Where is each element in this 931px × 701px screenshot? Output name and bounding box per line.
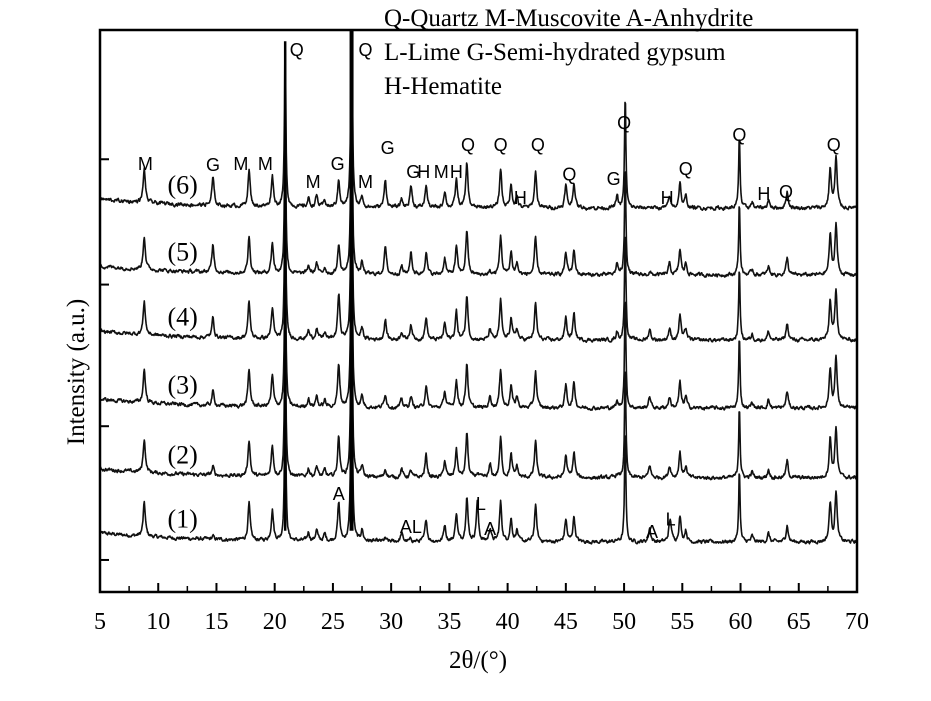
phase-annotation: L (476, 494, 486, 514)
series-label: (5) (168, 237, 198, 266)
x-tick-label: 70 (845, 609, 869, 635)
phase-annotation: Q (494, 135, 508, 155)
phase-annotation: M (258, 154, 273, 174)
y-axis-label: Intensity (a.u.) (63, 299, 90, 445)
legend-line-1: Q-Quartz M-Muscovite A-Anhydrite (384, 5, 753, 32)
x-tick-label: 55 (670, 609, 694, 635)
phase-annotation: G (406, 162, 420, 182)
series-labels: (1) (2) (3) (4) (5) (6) (168, 171, 198, 534)
phase-annotation: M (358, 172, 373, 192)
phase-annotation: G (607, 169, 621, 189)
series-label: (6) (168, 171, 198, 200)
phase-annotation: Q (732, 125, 746, 145)
legend: Q-Quartz M-Muscovite A-Anhydrite L-Lime … (384, 5, 753, 100)
series-label: (4) (168, 303, 198, 332)
phase-annotation: G (206, 155, 220, 175)
series-label: (2) (168, 440, 198, 469)
legend-line-2: L-Lime G-Semi-hydrated gypsum (384, 39, 726, 66)
phase-annotation: G (331, 154, 345, 174)
series-label: (1) (168, 504, 198, 533)
phase-annotation: A (484, 519, 496, 539)
x-axis-label: 2θ/(°) (449, 647, 507, 674)
phase-annotation: Q (679, 159, 693, 179)
x-tick-label: 35 (437, 609, 461, 635)
phase-annotation: H (450, 162, 463, 182)
x-axis-ticks: 5 10 15 20 25 30 35 40 45 50 55 60 65 70 (94, 583, 869, 635)
phase-annotation: Q (290, 40, 304, 60)
phase-annotation: Q (617, 113, 631, 133)
phase-annotation: Q (461, 135, 475, 155)
phase-annotation: Q (359, 40, 373, 60)
x-tick-label: 60 (729, 609, 753, 635)
xrd-pattern-1 (100, 286, 857, 545)
xrd-pattern-4 (100, 85, 857, 344)
phase-annotation: H (417, 162, 430, 182)
phase-annotation: M (306, 172, 321, 192)
phase-annotation: H (661, 188, 674, 208)
phase-annotation: M (233, 154, 248, 174)
xrd-traces (100, 30, 857, 545)
phase-annotation: L (666, 509, 676, 529)
xrd-pattern-5 (100, 30, 857, 278)
phase-annotation: H (514, 188, 527, 208)
x-tick-label: 10 (146, 609, 170, 635)
x-tick-label: 15 (204, 609, 228, 635)
phase-annotation: A (646, 522, 658, 542)
legend-line-3: H-Hematite (384, 73, 502, 100)
x-tick-label: 5 (94, 609, 106, 635)
phase-annotation: A (333, 484, 345, 504)
phase-annotation: Q (562, 165, 576, 185)
xrd-pattern-6 (100, 30, 857, 211)
phase-annotation: H (757, 184, 770, 204)
phase-annotation: G (381, 138, 395, 158)
xrd-pattern-2 (100, 222, 857, 481)
x-tick-label: 25 (321, 609, 345, 635)
x-tick-label: 30 (379, 609, 403, 635)
x-tick-label: 50 (612, 609, 636, 635)
x-tick-label: 20 (263, 609, 287, 635)
x-tick-label: 45 (554, 609, 578, 635)
phase-annotation: Q (531, 135, 545, 155)
phase-annotation: AL (400, 517, 422, 537)
series-label: (3) (168, 371, 198, 400)
phase-annotation: Q (827, 135, 841, 155)
x-tick-label: 65 (787, 609, 811, 635)
phase-annotation: M (434, 162, 449, 182)
phase-annotation: M (138, 154, 153, 174)
x-tick-label: 40 (496, 609, 520, 635)
phase-annotation: Q (779, 182, 793, 202)
xrd-pattern-3 (100, 152, 857, 412)
y-axis-ticks (100, 158, 109, 561)
